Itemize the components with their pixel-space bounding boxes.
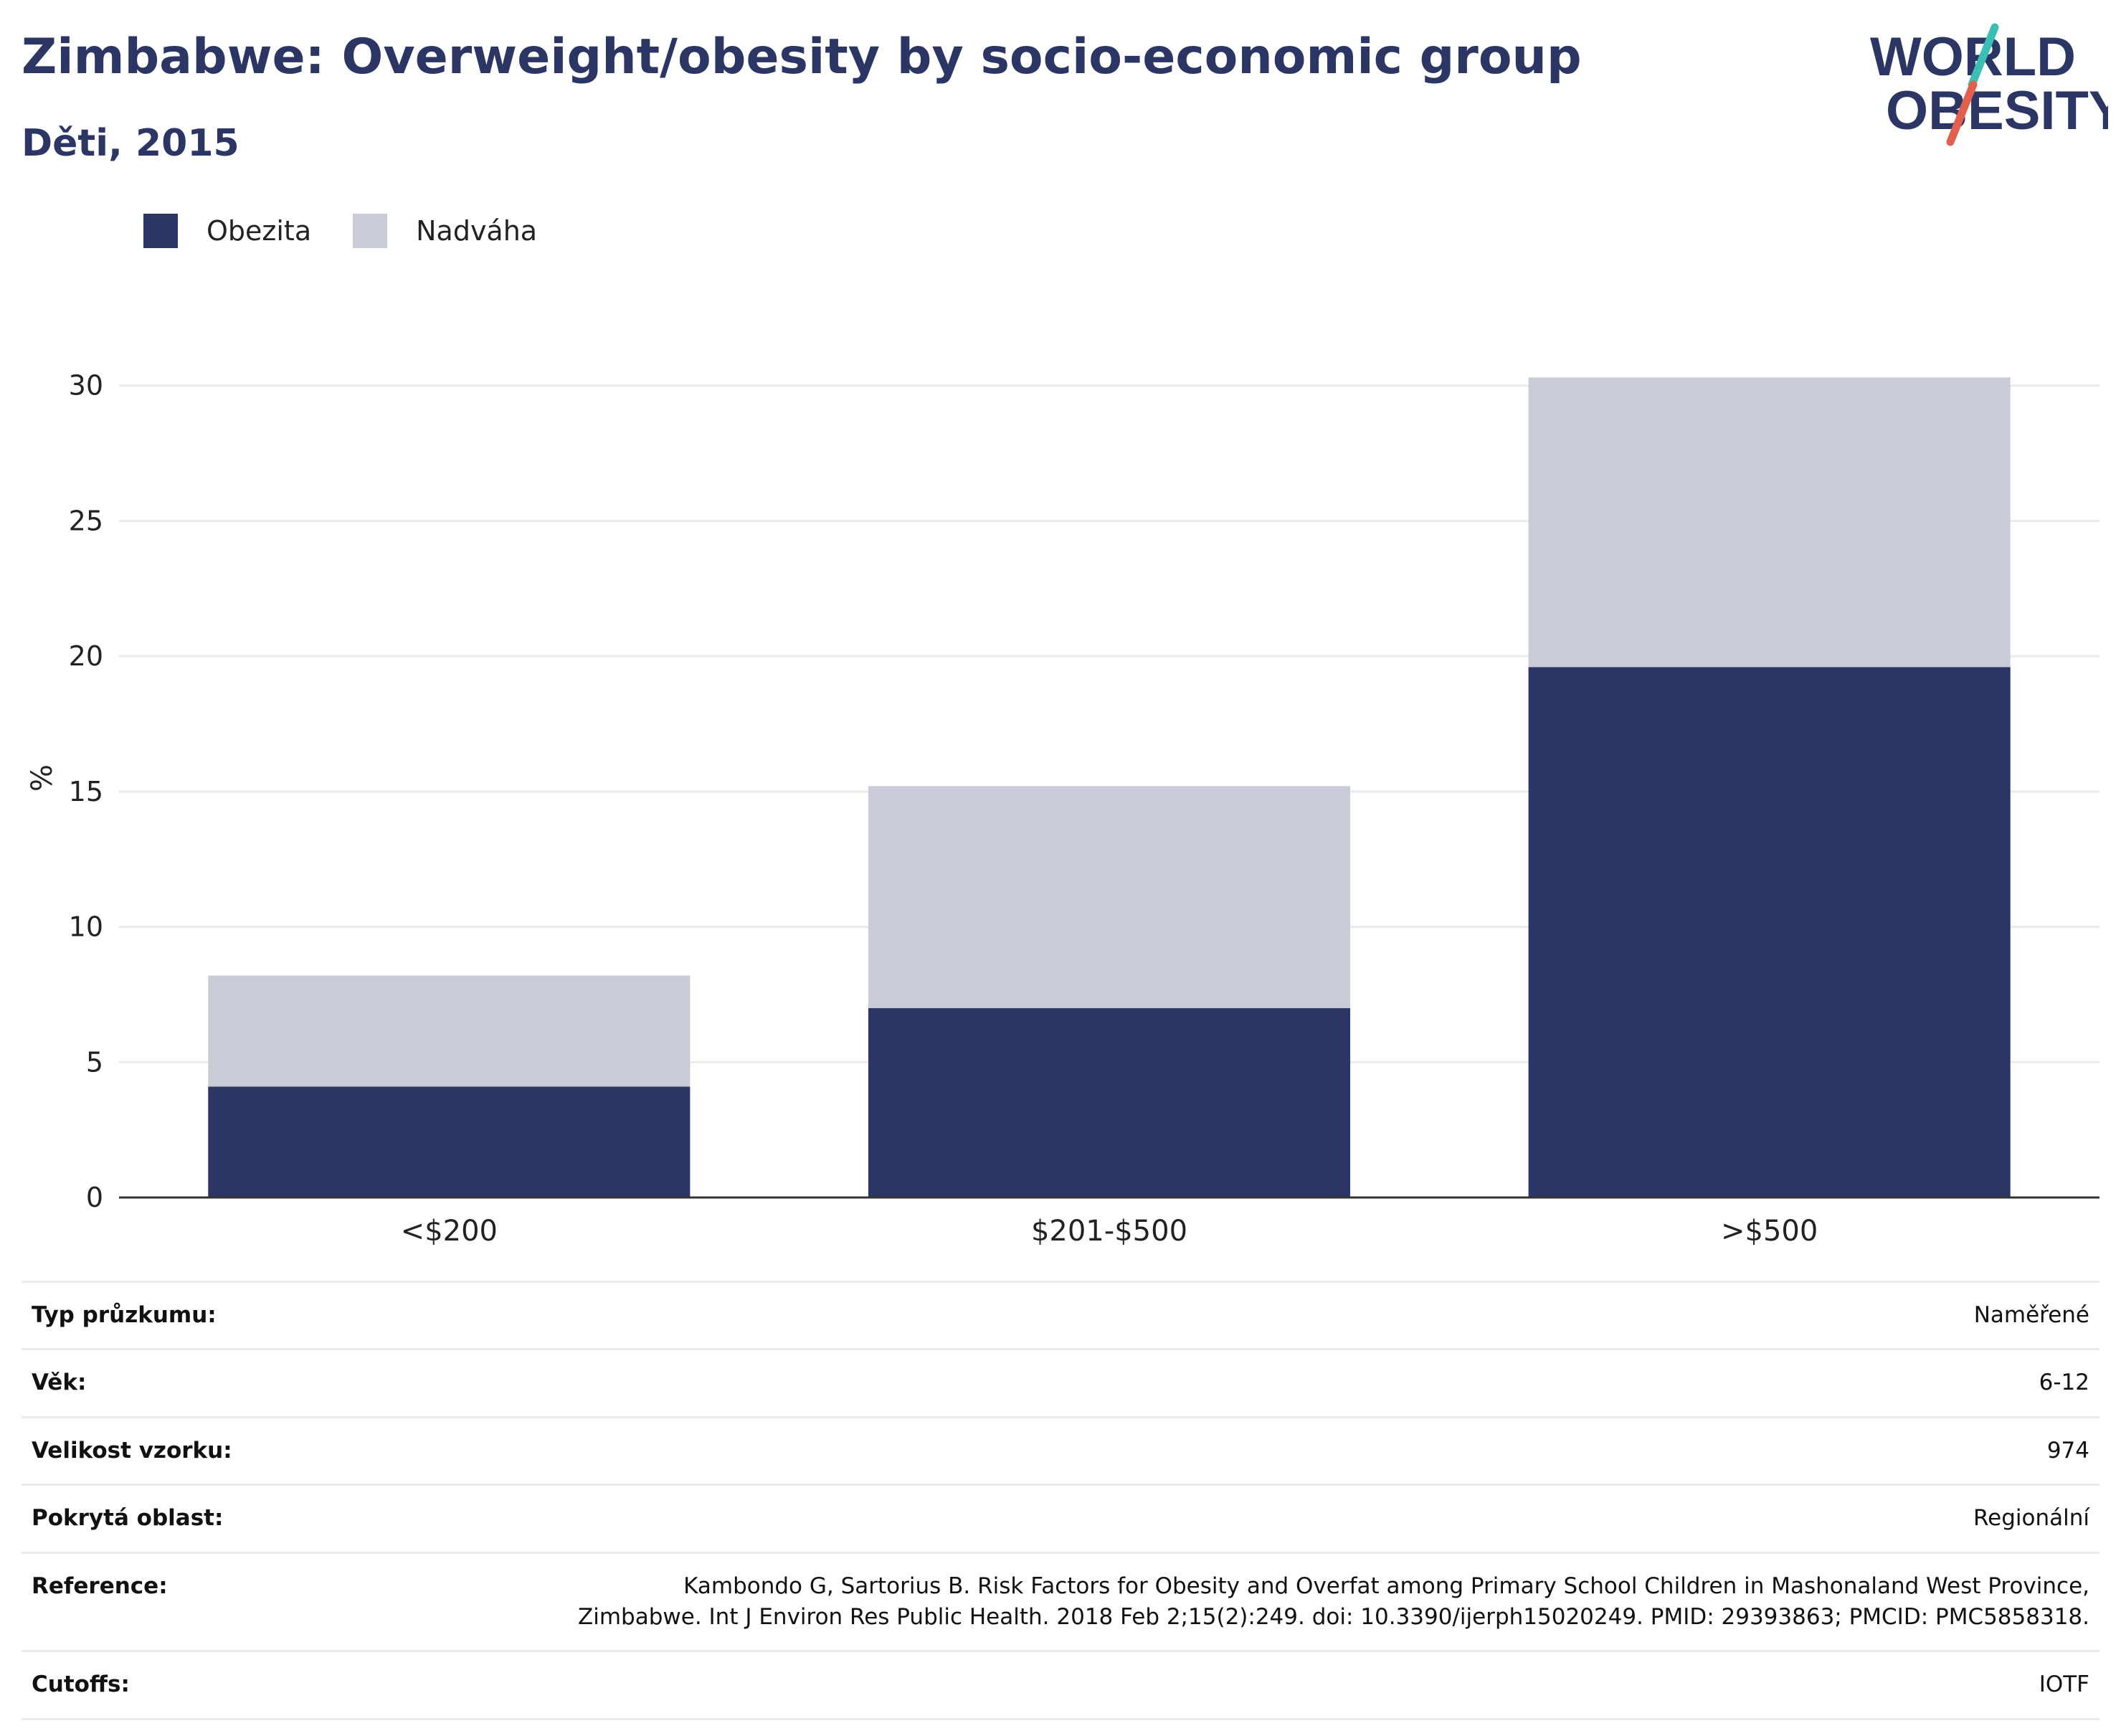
details-value: Kambondo G, Sartorius B. Risk Factors fo… [544,1551,2099,1651]
legend-item-obesity[interactable]: Obezita [143,214,311,248]
bar-overweight [868,786,1351,1008]
logo-text-obesity: OBESITY [1886,80,2108,141]
chart-title: Zimbabwe: Overweight/obesity by socio-ec… [22,29,1582,85]
y-tick-label: 5 [86,1046,103,1078]
x-tick-label: <$200 [401,1215,498,1248]
details-value: IOTF [544,1650,2099,1720]
details-label: Typ průzkumu: [22,1280,544,1350]
details-row: Reference: Kambondo G, Sartorius B. Risk … [22,1551,2099,1651]
x-tick-label: $201-$500 [1031,1215,1187,1248]
details-row: Věk: 6-12 [22,1348,2099,1418]
details-label: Cutoffs: [22,1650,544,1720]
stacked-bar-chart: 0 5 10 15 20 25 30% <$200 $201-$500 >$500 [26,370,2099,1248]
legend-swatch-overweight [353,214,388,248]
details-value: Naměřené [544,1280,2099,1350]
bar-obesity [208,1086,691,1197]
details-row: Pokrytá oblast: Regionální [22,1484,2099,1553]
details-row: Velikost vzorku: 974 [22,1415,2099,1485]
bar-overweight [1528,377,2011,668]
details-label: Velikost vzorku: [22,1415,544,1485]
logo-slash-top [1968,23,1999,89]
details-row: Cutoffs: IOTF [22,1650,2099,1720]
legend-label-overweight: Nadváha [416,215,538,247]
details-value: 974 [544,1415,2099,1485]
details-label: Věk: [22,1348,544,1418]
details-value: Regionální [544,1484,2099,1553]
details-label: Reference: [22,1551,544,1651]
legend-item-overweight[interactable]: Nadváha [353,214,537,248]
bar-obesity [1528,667,2011,1197]
bar-obesity [868,1007,1351,1197]
chart-subtitle: Děti, 2015 [22,122,239,165]
legend-swatch-obesity [143,214,178,248]
bar-overweight [208,975,691,1087]
y-tick-label: 10 [69,911,103,943]
y-tick-label: 15 [69,776,103,807]
legend-label-obesity: Obezita [207,215,312,247]
y-axis-label: % [26,764,59,792]
y-tick-label: 25 [69,505,103,536]
details-row: Typ průzkumu: Naměřené [22,1280,2099,1350]
y-tick-label: 0 [86,1182,103,1213]
world-obesity-logo: WORLD OBESITY [1870,23,2108,146]
logo-slash-bottom [1946,80,1978,146]
y-tick-label: 20 [69,640,103,672]
x-tick-label: >$500 [1721,1215,1818,1248]
details-value: 6-12 [544,1348,2099,1418]
chart-legend: Obezita Nadváha [143,214,579,248]
details-label: Pokrytá oblast: [22,1484,544,1553]
details-table: Typ průzkumu: Naměřené Věk: 6-12 Velikost vz… [22,1280,2099,1720]
y-tick-label: 30 [69,370,103,402]
